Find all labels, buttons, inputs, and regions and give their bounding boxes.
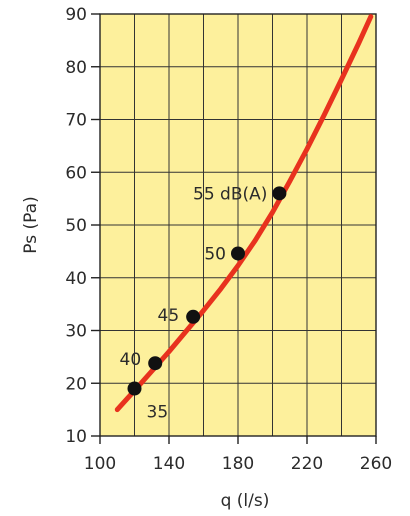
data-point (148, 356, 163, 371)
x-tick-label: 140 (153, 454, 185, 474)
y-tick-label: 60 (65, 163, 87, 183)
x-tick-label: 180 (222, 454, 254, 474)
y-tick-label: 50 (65, 216, 87, 236)
y-tick-label: 20 (65, 374, 87, 394)
y-tick-label: 70 (65, 111, 87, 131)
grid (100, 14, 376, 436)
y-axis: 10 20 30 40 50 60 70 80 90 (65, 5, 100, 447)
data-point-label: 55 dB(A) (193, 184, 267, 204)
data-point-label: 45 (158, 306, 180, 326)
point-labels: 35 40 45 50 55 dB(A) (120, 184, 268, 422)
x-tick-label: 260 (360, 454, 392, 474)
data-points (127, 186, 287, 396)
x-tick-label: 220 (291, 454, 323, 474)
data-point-label: 35 (147, 403, 169, 423)
y-tick-label: 90 (65, 5, 87, 25)
x-axis-title: q (l/s) (221, 491, 270, 511)
data-point (127, 381, 142, 396)
x-axis: 100 140 180 220 260 (84, 436, 392, 474)
data-point-label: 50 (204, 244, 226, 264)
data-point (186, 309, 201, 324)
y-axis-title: Ps (Pa) (21, 196, 41, 253)
data-point (231, 246, 245, 261)
x-tick-label: 100 (84, 454, 116, 474)
y-tick-label: 80 (65, 58, 87, 78)
y-tick-label: 30 (65, 322, 87, 342)
y-tick-label: 40 (65, 269, 87, 289)
data-point-label: 40 (120, 350, 142, 370)
data-point (272, 186, 287, 201)
y-tick-label: 10 (65, 427, 87, 447)
